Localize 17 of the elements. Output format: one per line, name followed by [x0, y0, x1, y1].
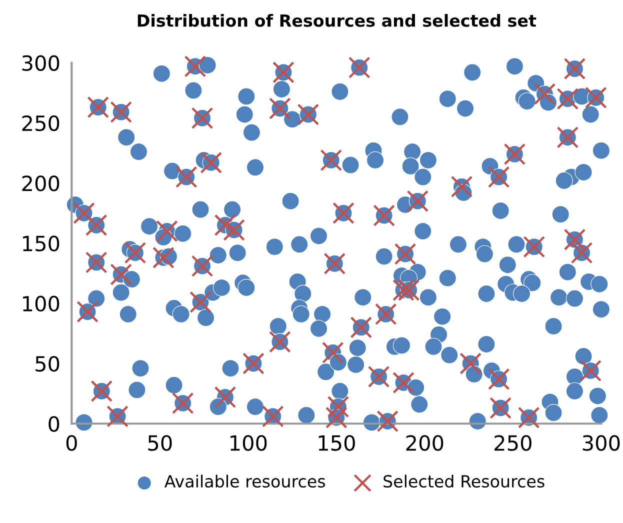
x-tick-label: 100 [230, 435, 267, 451]
y-tick-label: 50 [36, 356, 60, 372]
x-tick-label: 300 [582, 435, 620, 451]
x-tick-label: 150 [318, 435, 355, 451]
y-tick-label: 300 [22, 55, 60, 71]
chart-title: Distribution of Resources and selected set [138, 14, 536, 27]
y-tick-label: 250 [22, 115, 60, 132]
x-tick-label: 250 [494, 435, 532, 451]
y-tick-label: 150 [23, 236, 60, 252]
x-tick-label: 50 [148, 435, 172, 451]
legend-label: Available resources [164, 474, 326, 488]
x-tick-label: 200 [406, 435, 444, 451]
y-tick-label: 0 [48, 416, 60, 432]
x-tick-label: 0 [66, 435, 77, 451]
y-tick-label: 200 [22, 176, 60, 192]
y-tick-label: 100 [23, 296, 60, 312]
legend-label: Selected Resources [384, 474, 544, 488]
